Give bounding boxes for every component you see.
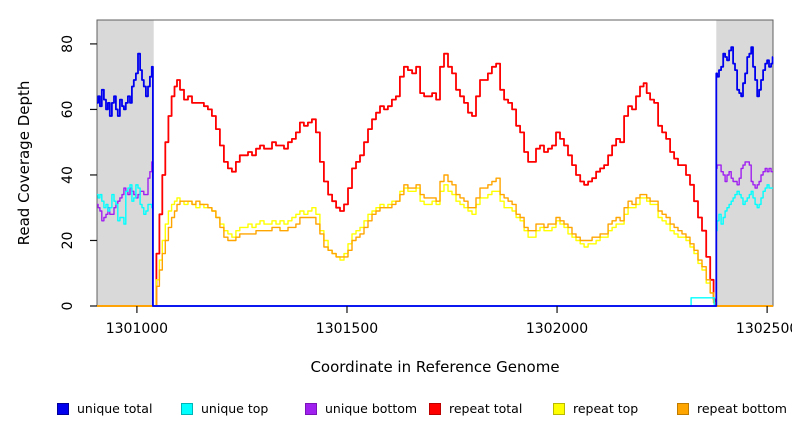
legend-item-repeat-total: repeat total — [429, 401, 553, 416]
x-tick-label: 1302000 — [525, 321, 589, 337]
x-tick-label: 1301000 — [105, 321, 169, 337]
legend-item-unique-top: unique top — [181, 401, 305, 416]
y-tick-label: 60 — [60, 101, 76, 119]
y-tick-label: 0 — [60, 302, 76, 311]
shaded-region-left-flank — [97, 20, 154, 306]
legend-swatch-icon — [677, 402, 689, 415]
y-tick-label: 20 — [60, 232, 76, 250]
x-tick-label: 1302500 — [735, 321, 792, 337]
plot-frame — [96, 19, 774, 307]
legend-label: repeat total — [449, 401, 523, 416]
legend-swatch-icon — [305, 402, 317, 415]
legend-swatch-icon — [553, 402, 565, 415]
series-line-repeat-total — [97, 52, 773, 307]
legend-item-unique-total: unique total — [57, 401, 181, 416]
legend-item-repeat-top: repeat top — [553, 401, 677, 416]
x-tick-label: 1301500 — [315, 321, 379, 337]
legend-label: unique total — [77, 401, 153, 416]
legend-label: repeat bottom — [697, 401, 787, 416]
series-line-unique-top — [97, 184, 774, 307]
legend-swatch-icon — [429, 402, 441, 415]
series-line-unique-total — [97, 46, 774, 307]
legend-label: unique top — [201, 401, 269, 416]
legend: unique total unique top unique bottom repea… — [57, 401, 792, 416]
legend-item-unique-bottom: unique bottom — [305, 401, 429, 416]
y-tick-label: 40 — [60, 166, 76, 184]
legend-item-repeat-bottom: repeat bottom — [677, 401, 792, 416]
x-axis-title: Coordinate in Reference Genome — [310, 358, 560, 376]
series-line-repeat-bottom — [97, 174, 773, 307]
series-line-unique-bottom — [97, 161, 774, 307]
legend-label: unique bottom — [325, 401, 418, 416]
legend-swatch-icon — [57, 402, 69, 415]
legend-label: repeat top — [573, 401, 639, 416]
legend-swatch-icon — [181, 402, 193, 415]
y-tick-label: 80 — [60, 35, 76, 53]
series-line-repeat-top — [97, 184, 773, 307]
y-axis-title: Read Coverage Depth — [15, 80, 33, 246]
